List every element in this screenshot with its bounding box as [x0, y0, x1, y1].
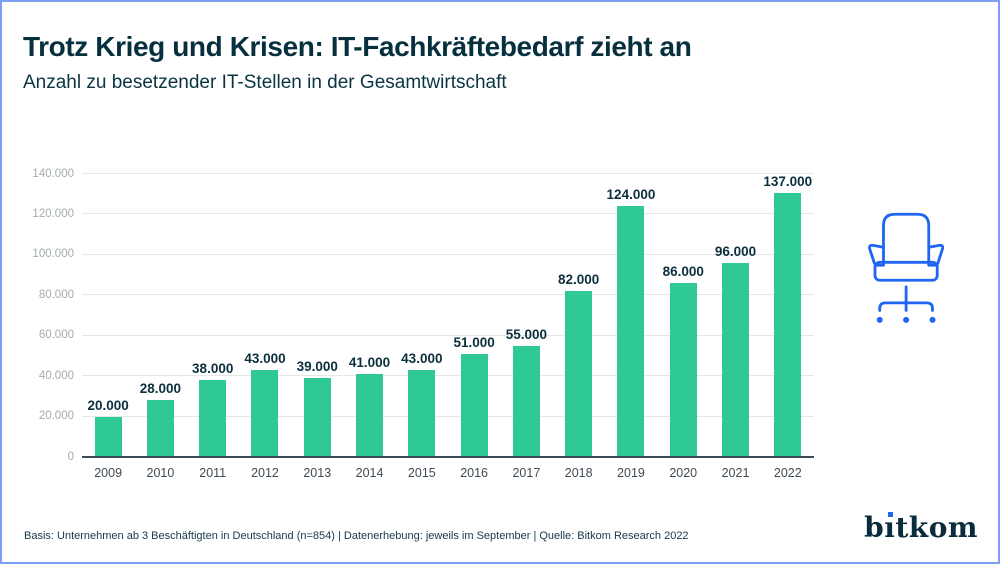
x-tick-label: 2022: [773, 466, 802, 480]
bar: [460, 353, 488, 457]
logo-text-b: b: [864, 511, 885, 544]
bar: [199, 380, 227, 457]
bar-group: 124.000 2019: [605, 174, 657, 480]
bar-value-label: 86.000: [662, 264, 704, 280]
bar: [356, 374, 384, 457]
bars-container: 20.000 2009 28.000 2010 38.000 2011 43.000 2012…: [82, 174, 814, 480]
bar-value-label: 124.000: [606, 187, 656, 203]
bar-value-label: 28.000: [139, 381, 182, 397]
y-tick-label: 120.000: [32, 207, 74, 220]
bar-group: 96.000 2021: [709, 174, 761, 480]
x-tick-label: 2018: [564, 466, 593, 480]
gridline: 0: [68, 451, 814, 463]
plot-area: 0 20.000 40.000 60.000 80.000 100.000 120.000 1…: [32, 168, 814, 463]
x-tick-label: 2011: [199, 466, 227, 480]
y-tick-label: 140.000: [32, 167, 74, 180]
bar-group: 51.000 2016: [448, 174, 500, 480]
bar-group: 38.000 2011: [187, 174, 239, 480]
gridline: 60.000: [39, 329, 814, 341]
x-tick-label: 2020: [669, 466, 698, 480]
gridline: 120.000: [32, 208, 814, 220]
bitkom-logo: bı tkom: [864, 511, 978, 544]
y-tick-label: 40.000: [38, 369, 74, 382]
bar-group: 55.000 2017: [500, 174, 552, 480]
x-tick-label: 2017: [512, 466, 541, 480]
logo-i-dot: [887, 512, 893, 517]
bar-group: 86.000 2020: [657, 174, 709, 480]
bar-value-label: 51.000: [453, 334, 495, 350]
y-tick-label: 20.000: [38, 410, 74, 423]
x-tick-label: 2021: [721, 466, 750, 480]
gridline: 40.000: [39, 370, 814, 382]
bar-group: 20.000 2009: [82, 174, 134, 480]
x-tick-label: 2010: [146, 466, 175, 480]
bar: [146, 400, 174, 457]
bar-value-label: 41.000: [348, 355, 391, 371]
bar: [94, 416, 122, 457]
gridline: 140.000: [32, 168, 814, 180]
bar-group: 137.000 2022: [762, 174, 814, 480]
bar-value-label: 82.000: [558, 272, 600, 288]
bar-value-label: 38.000: [192, 361, 234, 377]
bar: [617, 206, 645, 457]
bar-value-label: 137.000: [763, 174, 813, 189]
y-tick-label: 100.000: [32, 248, 74, 261]
source-note: Basis: Unternehmen ab 3 Beschäftigten in…: [24, 530, 689, 542]
bar-group: 43.000 2015: [396, 174, 448, 480]
bar-group: 39.000 2013: [291, 174, 343, 480]
bar-group: 41.000 2014: [343, 174, 395, 480]
x-tick-label: 2015: [407, 466, 436, 480]
logo-text-tkom: tkom: [895, 511, 978, 544]
y-tick-label: 80.000: [38, 288, 74, 301]
bar-value-label: 39.000: [296, 359, 338, 375]
bar-group: 28.000 2010: [134, 174, 186, 480]
y-tick-label: 60.000: [38, 329, 74, 342]
bar: [408, 370, 436, 457]
x-axis-line: [82, 456, 814, 458]
office-chair-icon: [868, 212, 945, 323]
bar: [722, 262, 750, 457]
gridline: 80.000: [39, 289, 814, 301]
bar-group: 82.000 2018: [553, 174, 605, 480]
x-tick-label: 2019: [617, 466, 645, 480]
x-tick-label: 2014: [355, 466, 384, 480]
x-tick-label: 2012: [251, 466, 279, 480]
gridline: 100.000: [32, 248, 814, 260]
x-tick-label: 2016: [460, 466, 489, 480]
bar: [251, 370, 279, 457]
bar: [774, 193, 802, 457]
bar-value-label: 55.000: [505, 326, 548, 342]
bar: [512, 345, 540, 457]
bar-value-label: 43.000: [401, 351, 443, 367]
bar-group: 43.000 2012: [239, 174, 291, 480]
logo-letter-i: ı: [884, 511, 896, 544]
y-tick-label: 0: [67, 450, 74, 463]
chart-title: Trotz Krieg und Krisen: IT-Fachkräftebed…: [23, 31, 692, 62]
bar: [669, 283, 697, 457]
header: Trotz Krieg und Krisen: IT-Fachkräftebed…: [23, 31, 692, 94]
chart-subtitle: Anzahl zu besetzender IT-Stellen in der …: [23, 71, 507, 93]
gridline: 20.000: [39, 410, 814, 422]
x-tick-label: 2009: [94, 466, 123, 480]
bar: [565, 291, 593, 457]
bar-value-label: 43.000: [244, 351, 286, 367]
x-tick-label: 2013: [303, 466, 332, 480]
bar-value-label: 96.000: [714, 243, 757, 259]
bar: [303, 378, 331, 457]
bar-value-label: 20.000: [87, 397, 129, 413]
